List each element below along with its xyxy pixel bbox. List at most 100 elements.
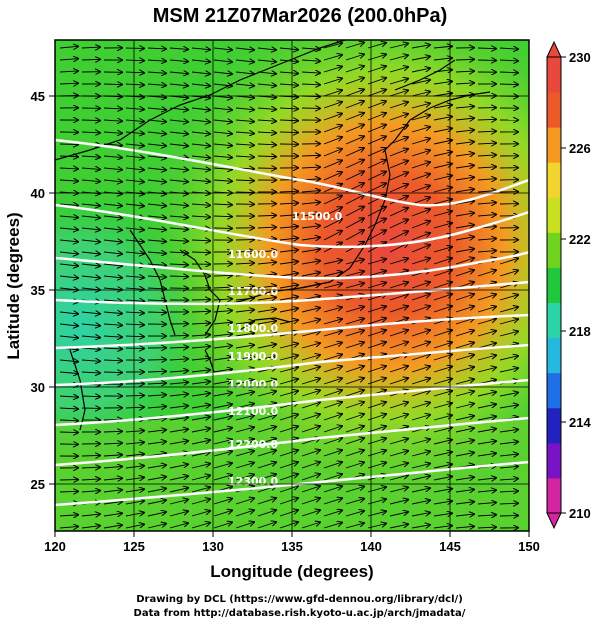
wind-arrow xyxy=(455,428,474,433)
wind-arrow xyxy=(477,367,496,373)
wind-arrow xyxy=(389,231,408,241)
plot-title: MSM 21Z07Mar2026 (200.0hPa) xyxy=(153,5,448,27)
wind-arrow xyxy=(147,442,166,444)
wind-arrow xyxy=(389,294,408,301)
wind-arrow xyxy=(279,510,298,517)
wind-arrow xyxy=(213,334,232,336)
wind-arrow xyxy=(213,72,232,74)
graticule xyxy=(55,40,529,531)
wind-arrow xyxy=(455,59,474,60)
wind-arrow xyxy=(279,285,298,288)
wind-arrow xyxy=(191,499,210,505)
wind-arrow xyxy=(345,78,364,85)
wind-arrow xyxy=(411,488,430,493)
wind-arrow xyxy=(59,144,78,145)
wind-arrow xyxy=(279,60,298,62)
wind-arrow xyxy=(125,156,144,158)
wind-arrow xyxy=(125,180,144,182)
wind-arrow xyxy=(257,84,276,86)
wind-arrow xyxy=(257,522,276,529)
wind-arrow xyxy=(147,168,166,170)
wind-arrow xyxy=(169,120,188,122)
wind-arrow xyxy=(213,60,232,62)
wind-arrow xyxy=(323,125,342,133)
wind-arrow xyxy=(279,414,298,421)
wind-arrow xyxy=(59,204,78,205)
wind-arrow xyxy=(235,298,254,300)
wind-arrow xyxy=(103,324,122,325)
colorbar-label: 222 xyxy=(569,232,591,247)
wind-arrow xyxy=(235,427,254,433)
wind-arrow xyxy=(345,160,364,169)
wind-arrow xyxy=(433,270,452,277)
wind-arrow xyxy=(103,490,122,492)
wind-arrow xyxy=(191,60,210,62)
wind-arrow xyxy=(103,108,122,109)
wind-arrow xyxy=(213,84,232,86)
wind-arrow xyxy=(147,395,166,396)
wind-arrow xyxy=(147,204,166,206)
wind-arrow xyxy=(213,440,232,445)
wind-arrow xyxy=(147,383,166,384)
map-panel: 11500.0 11600.0 11700.0 11800.0 11900.0 … xyxy=(55,40,529,531)
wind-arrow xyxy=(411,513,430,516)
wind-arrow xyxy=(147,512,166,517)
wind-arrow xyxy=(411,162,430,169)
wind-arrow xyxy=(477,331,496,337)
wind-arrow xyxy=(345,42,364,49)
wind-arrow xyxy=(301,226,320,228)
wind-arrow xyxy=(103,336,122,337)
wind-arrow xyxy=(169,228,188,229)
wind-arrow xyxy=(323,510,342,517)
wind-arrow xyxy=(323,426,342,433)
wind-arrow xyxy=(147,418,166,420)
wind-arrow xyxy=(279,203,298,204)
wind-arrow xyxy=(103,455,122,456)
wind-arrow xyxy=(257,427,276,433)
wind-arrow xyxy=(411,127,430,133)
wind-arrow xyxy=(477,294,496,301)
colorbar-label: 214 xyxy=(569,415,591,430)
y-tick-label: 25 xyxy=(31,477,45,492)
wind-arrow xyxy=(323,207,342,217)
wind-arrow xyxy=(191,204,210,205)
wind-arrow xyxy=(433,258,452,265)
wind-arrow xyxy=(257,48,276,50)
wind-arrow xyxy=(103,180,122,182)
wind-arrow xyxy=(455,201,474,204)
wind-arrow xyxy=(411,390,430,397)
wind-arrow xyxy=(455,71,474,72)
wind-arrow xyxy=(433,294,452,301)
wind-arrow xyxy=(103,168,122,170)
wind-arrow xyxy=(125,288,144,289)
wind-arrow xyxy=(103,132,122,133)
wind-arrow xyxy=(125,60,144,61)
wind-arrow xyxy=(433,58,452,60)
colorbar-lower-extension xyxy=(546,512,562,530)
wind-arrow xyxy=(59,71,78,72)
wind-arrow xyxy=(81,276,100,278)
wind-arrow xyxy=(213,463,232,469)
wind-arrow xyxy=(455,106,474,108)
wind-arrow xyxy=(191,48,210,50)
wind-arrow xyxy=(345,230,364,241)
wind-arrow xyxy=(191,511,210,517)
wind-arrow xyxy=(125,454,144,456)
wind-arrow xyxy=(499,466,518,468)
colorbar-cell xyxy=(547,232,561,268)
wind-arrow xyxy=(235,322,254,324)
wind-arrow xyxy=(257,144,276,145)
wind-arrow xyxy=(323,149,342,157)
wind-arrow xyxy=(345,499,364,505)
x-tick-label: 145 xyxy=(439,539,461,554)
wind-arrow xyxy=(499,270,518,277)
wind-arrow xyxy=(389,196,408,205)
wind-arrow xyxy=(147,144,166,146)
wind-arrow xyxy=(455,355,474,361)
wind-arrow xyxy=(433,415,452,421)
wind-arrow xyxy=(279,474,298,481)
contour-label: 12200.0 xyxy=(228,438,278,451)
wind-arrow xyxy=(301,414,320,421)
wind-arrow xyxy=(59,240,78,242)
wind-arrow xyxy=(279,215,298,216)
